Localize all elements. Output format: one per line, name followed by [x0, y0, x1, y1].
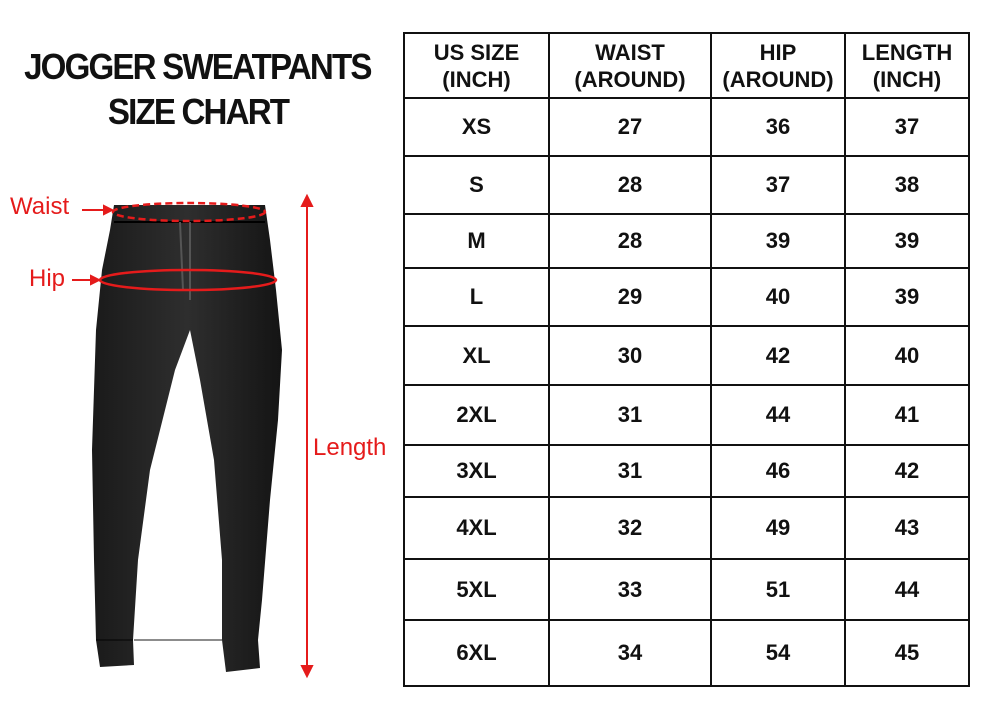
table-row: M 28 39 39	[403, 213, 970, 269]
cell-size: 4XL	[403, 496, 550, 560]
cell-hip: 54	[710, 619, 846, 687]
size-table: US SIZE (INCH) WAIST (AROUND) HIP (AROUND) LEN…	[403, 32, 970, 687]
header-text: HIP	[759, 39, 797, 65]
cell-waist: 27	[548, 97, 712, 157]
header-waist: WAIST (AROUND)	[548, 32, 712, 99]
cell-hip: 46	[710, 444, 846, 498]
hip-label: Hip	[29, 265, 66, 292]
cell-length: 40	[844, 325, 970, 386]
title-line-1: JOGGER SWEATPANTS	[24, 46, 372, 87]
cell-hip: 37	[710, 155, 846, 215]
cell-hip: 51	[710, 558, 846, 621]
header-row: US SIZE (INCH) WAIST (AROUND) HIP (AROUND) LEN…	[403, 32, 970, 99]
table-row: 2XL 31 44 41	[403, 384, 970, 446]
cell-waist: 31	[548, 384, 712, 446]
cell-length: 41	[844, 384, 970, 446]
cell-waist: 29	[548, 267, 712, 327]
cell-size: XL	[403, 325, 550, 386]
header-size: US SIZE (INCH)	[403, 32, 550, 99]
header-text: (AROUND)	[574, 66, 686, 92]
cell-size: 3XL	[403, 444, 550, 498]
cell-length: 39	[844, 267, 970, 327]
cell-hip: 36	[710, 97, 846, 157]
cell-length: 38	[844, 155, 970, 215]
waist-label: Waist	[10, 193, 70, 220]
header-text: (INCH)	[442, 66, 511, 92]
header-hip: HIP (AROUND)	[710, 32, 846, 99]
cell-size: XS	[403, 97, 550, 157]
pants-diagram	[72, 193, 314, 679]
cell-length: 39	[844, 213, 970, 269]
header-text: WAIST	[595, 39, 665, 65]
header-text: (INCH)	[872, 66, 942, 92]
cell-size: 6XL	[403, 619, 550, 687]
table-row: XS 27 36 37	[403, 97, 970, 157]
hip-arrow	[72, 274, 102, 286]
length-label: Length	[313, 434, 387, 461]
cell-length: 42	[844, 444, 970, 498]
length-arrow	[300, 193, 314, 679]
header-length: LENGTH (INCH)	[844, 32, 970, 99]
table-row: 5XL 33 51 44	[403, 558, 970, 621]
title-line-2: SIZE CHART	[107, 91, 289, 132]
table-row: 4XL 32 49 43	[403, 496, 970, 560]
cell-waist: 32	[548, 496, 712, 560]
cell-hip: 39	[710, 213, 846, 269]
header-text: (AROUND)	[722, 66, 834, 92]
cell-waist: 34	[548, 619, 712, 687]
cell-length: 43	[844, 496, 970, 560]
cell-size: L	[403, 267, 550, 327]
cell-size: 2XL	[403, 384, 550, 446]
waist-arrow	[82, 204, 115, 216]
cell-waist: 31	[548, 444, 712, 498]
header-text: LENGTH	[861, 39, 953, 65]
table-row: L 29 40 39	[403, 267, 970, 327]
cell-size: M	[403, 213, 550, 269]
table-row: S 28 37 38	[403, 155, 970, 215]
header-text: US SIZE	[433, 39, 520, 65]
cell-waist: 30	[548, 325, 712, 386]
cell-size: S	[403, 155, 550, 215]
cell-hip: 44	[710, 384, 846, 446]
cell-hip: 40	[710, 267, 846, 327]
cell-length: 45	[844, 619, 970, 687]
cell-waist: 28	[548, 213, 712, 269]
table-row: 6XL 34 54 45	[403, 619, 970, 687]
cell-waist: 33	[548, 558, 712, 621]
pants-image	[92, 205, 282, 672]
table-row: 3XL 31 46 42	[403, 444, 970, 498]
cell-hip: 42	[710, 325, 846, 386]
cell-hip: 49	[710, 496, 846, 560]
table-row: XL 30 42 40	[403, 325, 970, 386]
cell-size: 5XL	[403, 558, 550, 621]
cell-waist: 28	[548, 155, 712, 215]
waist-ellipse	[111, 201, 267, 223]
cell-length: 37	[844, 97, 970, 157]
cell-length: 44	[844, 558, 970, 621]
